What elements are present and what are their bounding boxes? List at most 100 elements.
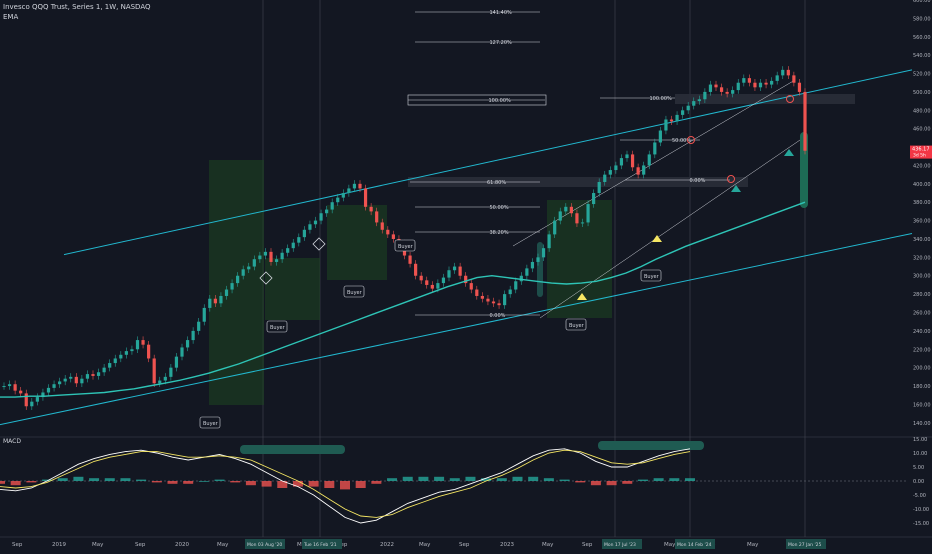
candle xyxy=(141,336,145,349)
macd-hist-bar xyxy=(214,479,225,481)
candle xyxy=(547,230,551,252)
candle-body xyxy=(669,119,674,122)
candle-body xyxy=(7,384,12,387)
candle-body xyxy=(336,197,340,203)
time-tick-10: May xyxy=(419,542,431,548)
date-badge-2: Mon 17 Jul '23 xyxy=(604,542,636,548)
candle xyxy=(369,203,373,216)
macd-hist-bar xyxy=(575,481,586,483)
target-marker-2 xyxy=(786,95,794,103)
price-tick-5: 500.00 xyxy=(913,90,931,96)
price-tag-value: 436.17 xyxy=(912,147,930,153)
macd-hist-bar xyxy=(481,478,492,481)
candle xyxy=(258,251,262,263)
candle xyxy=(380,218,384,234)
candle-body xyxy=(113,358,117,364)
ema-label[interactable]: EMA xyxy=(3,13,19,21)
candle-body xyxy=(96,372,101,376)
candle-body xyxy=(197,321,201,331)
candle xyxy=(736,79,740,94)
candle-body xyxy=(770,80,774,85)
time-tick-11: Sep xyxy=(459,542,470,548)
macd-hist-bar xyxy=(496,478,507,481)
candle-body xyxy=(564,206,568,212)
candle-body xyxy=(352,183,357,189)
time-tick-0: Sep xyxy=(12,542,23,548)
price-tick-21: 160.00 xyxy=(913,402,931,408)
candle-body xyxy=(80,378,84,384)
date-badge-box-2 xyxy=(602,539,642,549)
candle-body xyxy=(347,188,351,194)
macd-hist-bar xyxy=(151,481,162,483)
macd-hist-bar xyxy=(434,476,445,481)
candle xyxy=(452,262,457,274)
candle xyxy=(541,244,546,262)
macd-hist-bar xyxy=(340,481,350,490)
candle xyxy=(147,341,151,363)
candle-body xyxy=(697,99,701,102)
price-tag-box xyxy=(910,145,932,159)
candle-body xyxy=(541,248,546,258)
ema-line xyxy=(0,201,806,398)
channel-upper-line xyxy=(63,69,913,256)
candle xyxy=(675,111,679,126)
candle xyxy=(241,265,245,280)
candle-body xyxy=(13,384,17,391)
candle xyxy=(792,71,796,87)
candle-body xyxy=(74,376,78,384)
macd-hist-bar xyxy=(685,478,695,481)
buyer-label-box-3 xyxy=(394,239,416,252)
macd-hist-bar xyxy=(559,479,570,481)
fib-label-6: 0.00% xyxy=(490,313,506,319)
candle-body xyxy=(775,75,779,81)
candle xyxy=(113,354,117,367)
candle xyxy=(341,189,345,202)
candle-body xyxy=(664,119,668,131)
candle xyxy=(2,382,6,390)
candle xyxy=(664,115,668,135)
candle xyxy=(642,161,646,179)
candle xyxy=(592,189,596,208)
time-tick-3: Sep xyxy=(135,542,146,548)
candle xyxy=(669,115,674,126)
buyer-label-4: Buyer xyxy=(569,323,585,329)
macd-hist-bar xyxy=(292,481,303,487)
candle xyxy=(119,351,123,363)
candle-body xyxy=(408,255,412,264)
fib-label-5: 38.20% xyxy=(490,230,509,236)
candle-body xyxy=(119,354,123,359)
macd-hist-bar xyxy=(136,479,147,481)
macd-hist-bar xyxy=(465,476,476,481)
candle-body xyxy=(486,298,490,302)
candle xyxy=(52,380,56,392)
price-tick-0: 600.00 xyxy=(913,0,931,4)
macd-hist-bar xyxy=(104,478,115,481)
candle xyxy=(486,295,490,306)
candle-body xyxy=(469,283,473,290)
candle xyxy=(619,154,624,170)
candle xyxy=(319,209,323,225)
candle xyxy=(69,373,73,383)
buyer-label-5: Buyer xyxy=(644,274,660,280)
macd-tick-5: -10.00 xyxy=(913,507,929,513)
candle-body xyxy=(792,75,796,83)
candle xyxy=(503,290,507,309)
buyer-label-box-1 xyxy=(266,320,288,333)
candle xyxy=(102,363,106,376)
candle-body xyxy=(2,386,6,388)
candle-body xyxy=(436,283,440,289)
price-tick-2: 560.00 xyxy=(913,35,931,41)
candle xyxy=(180,343,184,361)
time-tick-13: May xyxy=(542,542,554,548)
symbol-title[interactable]: Invesco QQQ Trust, Series 1, 1W, NASDAQ xyxy=(3,3,151,11)
macd-hist-bar xyxy=(261,481,272,487)
candle xyxy=(719,83,724,96)
date-badge-box-0 xyxy=(245,539,285,549)
macd-highlight-1 xyxy=(240,445,345,454)
price-tick-9: 400.00 xyxy=(913,182,931,188)
price-tick-17: 240.00 xyxy=(913,329,931,335)
candle-body xyxy=(414,263,418,276)
candle xyxy=(135,336,140,353)
